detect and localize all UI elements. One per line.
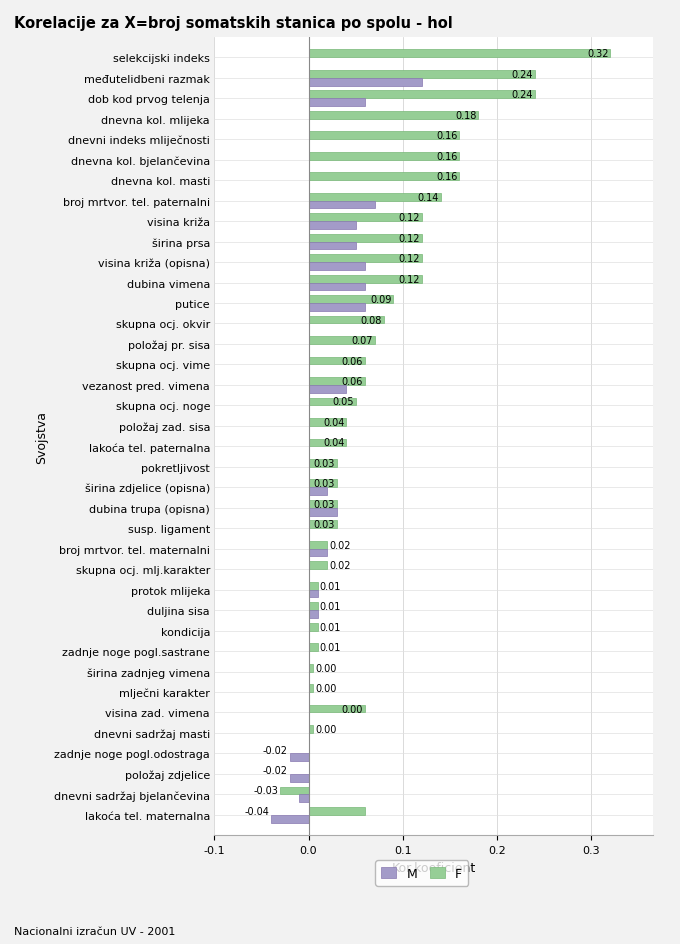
Bar: [309, 194, 441, 201]
Text: -0.02: -0.02: [262, 766, 288, 775]
Bar: [309, 234, 422, 243]
Text: 0.12: 0.12: [398, 275, 420, 284]
Text: 0.01: 0.01: [320, 582, 341, 591]
Bar: [309, 725, 313, 733]
Bar: [309, 262, 365, 271]
Bar: [309, 71, 535, 78]
Bar: [309, 283, 365, 291]
Bar: [309, 623, 318, 631]
Text: 0.03: 0.03: [313, 459, 335, 468]
Bar: [309, 488, 327, 496]
Bar: [309, 92, 535, 99]
Bar: [309, 99, 365, 107]
Text: 0.18: 0.18: [455, 110, 477, 121]
Bar: [299, 795, 309, 802]
Bar: [309, 222, 356, 229]
Bar: [309, 173, 460, 181]
Text: 0.32: 0.32: [587, 49, 609, 59]
Text: 0.09: 0.09: [370, 295, 392, 305]
Bar: [309, 295, 394, 304]
Bar: [290, 774, 309, 782]
Text: 0.00: 0.00: [315, 683, 337, 694]
Text: 0.04: 0.04: [323, 417, 344, 428]
X-axis label: Kor.koeficient: Kor.koeficient: [392, 861, 475, 874]
Text: 0.02: 0.02: [329, 561, 351, 571]
Text: 0.01: 0.01: [320, 601, 341, 612]
Bar: [309, 316, 384, 324]
Text: 0.16: 0.16: [436, 152, 458, 161]
Text: 0.05: 0.05: [333, 397, 354, 407]
Text: 0.06: 0.06: [342, 377, 363, 387]
Bar: [309, 562, 327, 569]
Bar: [309, 153, 460, 160]
Bar: [309, 214, 422, 222]
Bar: [309, 357, 365, 365]
Text: -0.02: -0.02: [262, 745, 288, 755]
Text: 0.02: 0.02: [329, 540, 351, 550]
Bar: [271, 815, 309, 823]
Text: 0.01: 0.01: [320, 643, 341, 652]
Bar: [309, 439, 346, 447]
Text: 0.07: 0.07: [351, 336, 373, 346]
Text: 0.03: 0.03: [313, 479, 335, 489]
Text: 0.12: 0.12: [398, 233, 420, 244]
Bar: [309, 460, 337, 467]
Bar: [309, 541, 327, 549]
Bar: [280, 786, 309, 795]
Text: 0.08: 0.08: [360, 315, 382, 326]
Bar: [309, 590, 318, 598]
Text: 0.16: 0.16: [436, 131, 458, 142]
Bar: [290, 753, 309, 762]
Bar: [309, 807, 365, 815]
Bar: [309, 385, 346, 394]
Text: -0.03: -0.03: [254, 785, 278, 796]
Text: Nacionalni izračun UV - 2001: Nacionalni izračun UV - 2001: [14, 926, 175, 936]
Bar: [309, 337, 375, 345]
Text: 0.03: 0.03: [313, 520, 335, 530]
Bar: [309, 201, 375, 210]
Bar: [309, 664, 313, 672]
Text: 0.12: 0.12: [398, 213, 420, 223]
Bar: [309, 132, 460, 140]
Bar: [309, 255, 422, 262]
Bar: [309, 276, 422, 283]
Bar: [309, 243, 356, 250]
Bar: [309, 644, 318, 651]
Bar: [309, 582, 318, 590]
Bar: [309, 111, 478, 120]
Text: 0.24: 0.24: [511, 70, 533, 80]
Text: 0.00: 0.00: [315, 663, 337, 673]
Bar: [309, 500, 337, 508]
Bar: [309, 418, 346, 427]
Bar: [309, 611, 318, 618]
Text: 0.04: 0.04: [323, 438, 344, 448]
Text: 0.12: 0.12: [398, 254, 420, 264]
Bar: [309, 549, 327, 557]
Text: 0.24: 0.24: [511, 91, 533, 100]
Text: 0.00: 0.00: [315, 724, 337, 734]
Bar: [309, 378, 365, 385]
Bar: [309, 705, 365, 713]
Text: 0.16: 0.16: [436, 172, 458, 182]
Bar: [309, 684, 313, 692]
Text: 0.01: 0.01: [320, 622, 341, 632]
Text: Korelacije za X=broj somatskih stanica po spolu - hol: Korelacije za X=broj somatskih stanica p…: [14, 16, 452, 31]
Text: 0.00: 0.00: [342, 704, 363, 714]
Bar: [309, 602, 318, 611]
Bar: [309, 398, 356, 406]
Bar: [309, 508, 337, 516]
Text: 0.06: 0.06: [342, 356, 363, 366]
Bar: [309, 78, 422, 87]
Text: 0.03: 0.03: [313, 499, 335, 510]
Legend: M, F: M, F: [375, 860, 468, 885]
Bar: [309, 50, 611, 59]
Text: -0.04: -0.04: [244, 806, 269, 817]
Y-axis label: Svojstva: Svojstva: [35, 410, 48, 464]
Text: 0.14: 0.14: [418, 193, 439, 203]
Bar: [309, 521, 337, 529]
Bar: [309, 480, 337, 488]
Bar: [309, 304, 365, 312]
